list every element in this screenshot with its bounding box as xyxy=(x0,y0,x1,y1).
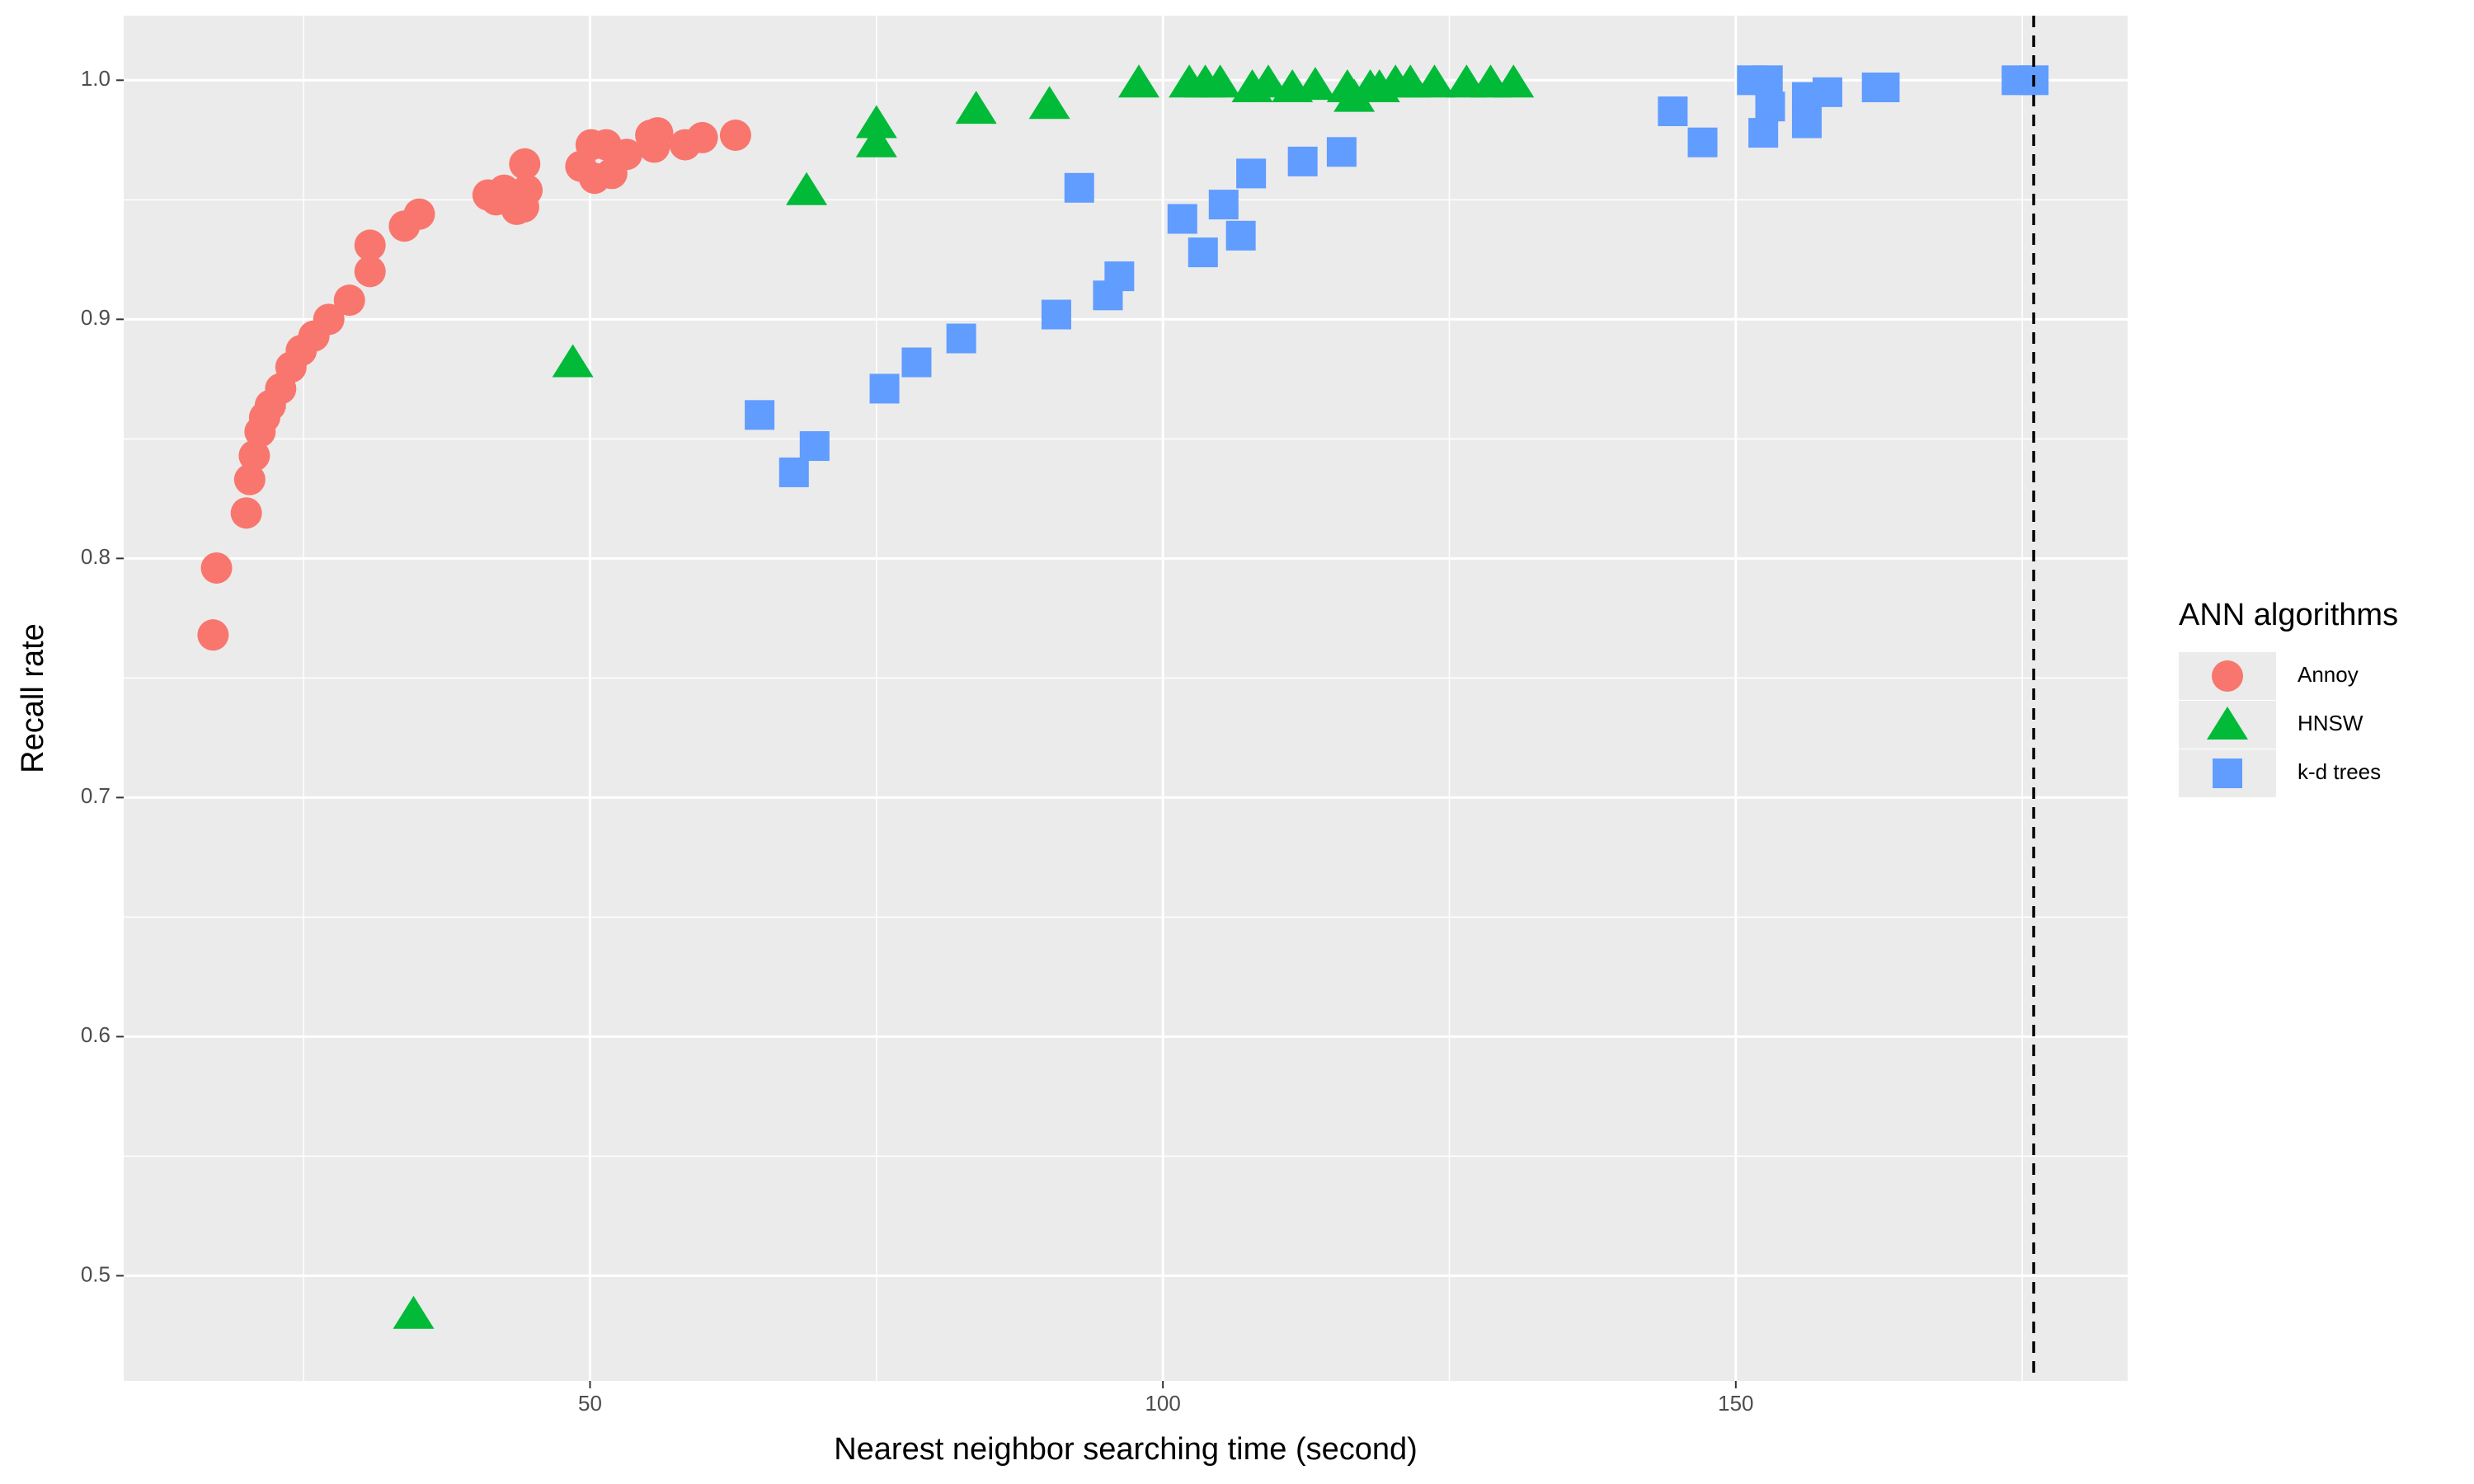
point xyxy=(1236,158,1267,189)
point xyxy=(403,198,435,230)
y-tick-label: 0.6 xyxy=(81,1022,111,1047)
point xyxy=(786,171,828,205)
point xyxy=(197,619,229,651)
point xyxy=(238,439,270,472)
legend: Annoy HNSW k-d trees xyxy=(2179,652,2381,797)
point xyxy=(1028,86,1070,120)
point xyxy=(1658,96,1688,127)
panel xyxy=(124,16,2128,1381)
point xyxy=(1687,127,1718,157)
legend-swatch xyxy=(2207,707,2248,740)
point xyxy=(354,256,386,288)
point xyxy=(354,229,386,261)
y-tick-label: 0.9 xyxy=(81,305,111,330)
point xyxy=(778,457,809,487)
y-tick-label: 0.8 xyxy=(81,544,111,569)
point xyxy=(1199,64,1241,98)
point xyxy=(745,400,775,430)
point xyxy=(1791,108,1822,139)
point xyxy=(1188,237,1218,268)
x-tick-label: 100 xyxy=(1145,1391,1180,1416)
point xyxy=(1104,261,1135,292)
point xyxy=(799,431,830,462)
point xyxy=(1812,77,1842,107)
point xyxy=(1064,172,1094,203)
point xyxy=(638,131,670,163)
point xyxy=(1287,146,1318,176)
legend-label: Annoy xyxy=(2298,662,2359,687)
point xyxy=(1247,64,1289,98)
legend-title: ANN algorithms xyxy=(2179,598,2398,632)
point xyxy=(946,323,976,354)
point xyxy=(511,174,543,206)
y-tick-label: 0.5 xyxy=(81,1261,111,1286)
x-tick-label: 150 xyxy=(1718,1391,1753,1416)
point xyxy=(955,91,997,124)
point xyxy=(869,373,900,404)
point xyxy=(1870,73,1900,103)
point xyxy=(1326,137,1357,167)
legend-swatch xyxy=(2213,758,2242,788)
point xyxy=(1748,118,1779,148)
legend-label: k-d trees xyxy=(2298,759,2381,784)
point xyxy=(333,284,365,317)
point xyxy=(233,463,266,495)
grid xyxy=(124,16,2128,1381)
point xyxy=(855,124,897,157)
point xyxy=(552,344,594,378)
point xyxy=(313,303,345,336)
point xyxy=(1752,65,1783,96)
point xyxy=(509,148,541,180)
point xyxy=(200,552,233,584)
y-tick-label: 0.7 xyxy=(81,783,111,808)
point xyxy=(1755,92,1785,122)
y-tick-label: 1.0 xyxy=(81,66,111,91)
point xyxy=(230,497,262,529)
x-tick-label: 50 xyxy=(578,1391,602,1416)
point xyxy=(1041,299,1071,330)
point xyxy=(393,1295,435,1329)
y-axis-title: Recall rate xyxy=(16,623,50,773)
point xyxy=(1493,64,1535,98)
point xyxy=(1225,220,1256,251)
point xyxy=(719,120,751,152)
legend-label: HNSW xyxy=(2298,711,2363,735)
marks xyxy=(197,64,2049,1329)
point xyxy=(901,347,932,378)
point xyxy=(1294,67,1336,101)
point xyxy=(1167,204,1197,234)
point xyxy=(855,105,897,139)
point xyxy=(1208,190,1239,220)
legend-swatch xyxy=(2212,660,2243,692)
x-axis-title: Nearest neighbor searching time (second) xyxy=(834,1432,1418,1467)
point xyxy=(1117,64,1159,98)
point xyxy=(686,121,718,153)
point xyxy=(1413,64,1456,98)
point xyxy=(610,139,642,171)
